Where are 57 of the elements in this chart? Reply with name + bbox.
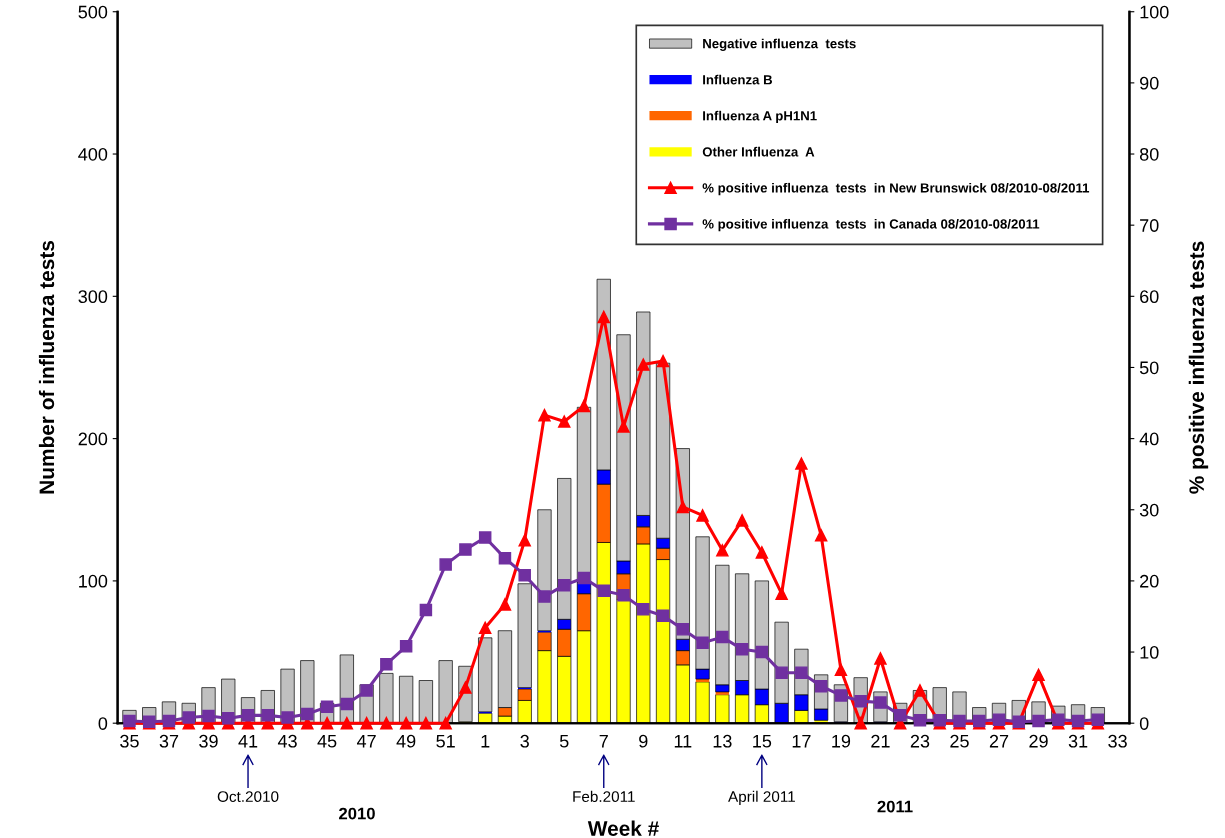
text: 2010 bbox=[339, 807, 375, 820]
legend-label: Influenza B bbox=[703, 74, 773, 85]
legend-label: % positive influenza tests in Canada 08/2010-08/2011 bbox=[702, 218, 1040, 232]
y2-tick-label: 10 bbox=[1140, 645, 1159, 659]
text: Feb.2011 bbox=[573, 790, 635, 802]
y2-tick-label: 0 bbox=[1139, 717, 1149, 730]
x-axis-title: Week # bbox=[587, 820, 659, 836]
x-tick-label: 5 bbox=[559, 734, 569, 748]
legend-label: Other Influenza A bbox=[702, 146, 815, 157]
x-tick-label: 31 bbox=[1068, 734, 1088, 748]
x-tick-label: 37 bbox=[159, 734, 179, 748]
x-tick-label: 33 bbox=[1108, 734, 1127, 748]
x-tick-label: 19 bbox=[832, 734, 851, 748]
x-tick-label: 15 bbox=[753, 734, 772, 748]
y2-tick-label: 50 bbox=[1139, 361, 1159, 375]
y2-tick-label: 60 bbox=[1140, 290, 1159, 304]
text: Oct.2010 bbox=[217, 791, 279, 802]
y2-tick-label: 80 bbox=[1139, 147, 1159, 161]
x-tick-label: 9 bbox=[639, 734, 648, 748]
y2-axis-title: % positive influenza tests bbox=[1188, 241, 1209, 494]
x-tick-label: 35 bbox=[120, 734, 139, 748]
x-tick-label: 3 bbox=[520, 734, 529, 748]
y-tick-label: 500 bbox=[78, 5, 108, 19]
y-tick-label: 0 bbox=[98, 717, 108, 730]
x-tick-label: 49 bbox=[396, 734, 416, 748]
x-tick-label: 7 bbox=[599, 734, 608, 748]
y2-tick-label: 40 bbox=[1139, 432, 1159, 446]
legend-label: Influenza A pH1N1 bbox=[703, 110, 817, 124]
x-tick-label: 47 bbox=[356, 734, 376, 748]
x-tick-label: 29 bbox=[1029, 734, 1048, 748]
x-tick-label: 43 bbox=[277, 734, 297, 748]
legend-label: Negative influenza tests bbox=[703, 38, 856, 51]
legend-label: % positive influenza tests in New Brunswick 08/2010-08/2011 bbox=[702, 182, 1090, 196]
x-tick-label: 27 bbox=[989, 734, 1009, 748]
y-tick-label: 200 bbox=[78, 432, 108, 446]
y-axis-title: Number of influenza tests bbox=[38, 240, 55, 494]
y2-tick-label: 90 bbox=[1140, 76, 1159, 90]
x-tick-label: 1 bbox=[481, 734, 490, 748]
x-tick-label: 45 bbox=[317, 734, 337, 748]
x-tick-label: 39 bbox=[199, 734, 218, 748]
text: 2011 bbox=[877, 800, 913, 813]
x-tick-label: 51 bbox=[436, 734, 455, 748]
y-tick-label: 400 bbox=[78, 147, 108, 161]
y2-tick-label: 30 bbox=[1139, 503, 1159, 517]
text: April 2011 bbox=[728, 790, 795, 806]
y-tick-label: 300 bbox=[78, 290, 108, 304]
x-tick-label: 11 bbox=[674, 734, 692, 748]
x-tick-label: 23 bbox=[910, 734, 930, 748]
x-tick-label: 25 bbox=[950, 734, 969, 748]
y-tick-label: 100 bbox=[79, 574, 108, 588]
y2-tick-label: 100 bbox=[1140, 5, 1169, 19]
x-tick-label: 41 bbox=[238, 734, 258, 748]
x-tick-label: 13 bbox=[713, 734, 732, 748]
y2-tick-label: 70 bbox=[1140, 219, 1159, 232]
x-tick-label: 17 bbox=[792, 734, 811, 748]
x-tick-label: 21 bbox=[871, 734, 890, 748]
y2-tick-label: 20 bbox=[1140, 574, 1159, 588]
